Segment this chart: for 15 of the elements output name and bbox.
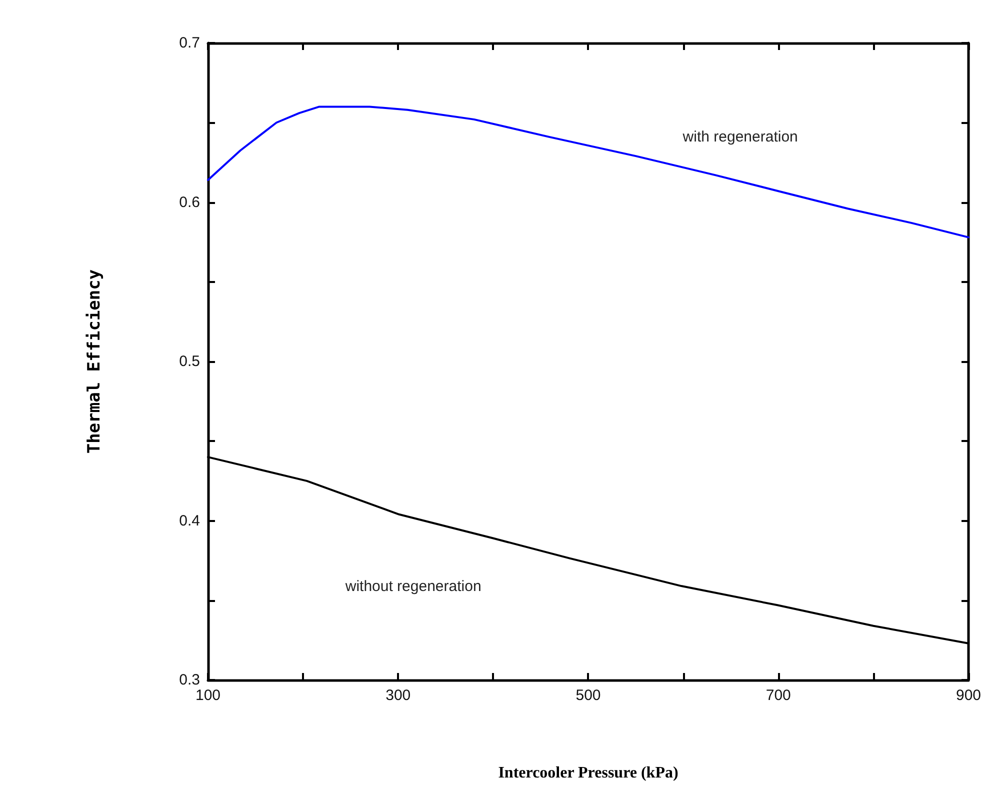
line-series — [207, 106, 970, 238]
y-tick-label: 0.6 — [179, 194, 200, 211]
x-tick-label: 300 — [386, 687, 411, 704]
text: without regeneration — [344, 578, 482, 595]
x-tick-label: 100 — [195, 687, 221, 704]
x-tick-label: 500 — [576, 687, 601, 704]
y-tick-label: 0.7 — [179, 34, 200, 52]
y-tick-label: 0.3 — [179, 672, 200, 688]
x-tick-label: 700 — [766, 687, 791, 704]
y-tick-label: 0.4 — [179, 512, 200, 530]
x-axis-title: Intercooler Pressure (kPa) — [498, 764, 678, 782]
x-tick-label: 900 — [956, 687, 981, 704]
series-label: with regeneration — [682, 128, 798, 146]
y-axis-title: Thermal Efficiency — [84, 269, 104, 454]
y-tick-label: 0.5 — [179, 353, 200, 370]
